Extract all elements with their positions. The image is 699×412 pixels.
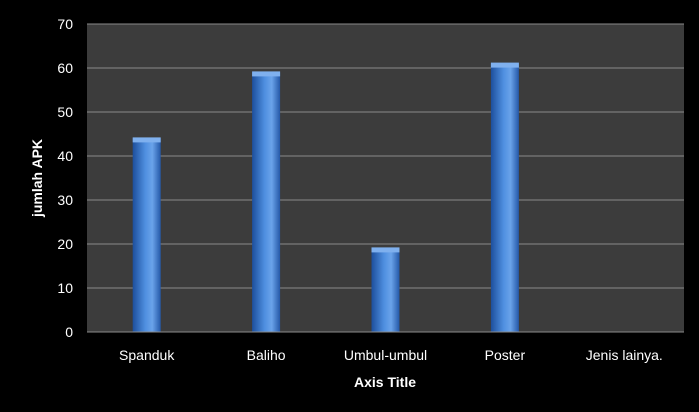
y-tick-label: 60 <box>57 60 73 76</box>
bar-baliho <box>252 71 281 333</box>
y-tick-label: 70 <box>57 16 73 32</box>
bar-spanduk <box>132 137 161 332</box>
y-tick-label: 10 <box>57 280 73 296</box>
x-axis-title: Axis Title <box>354 374 416 390</box>
x-tick-label: Poster <box>485 347 526 363</box>
x-tick-label: Umbul-umbul <box>344 347 427 363</box>
x-tick-label: Spanduk <box>119 347 175 363</box>
y-tick-label: 40 <box>57 148 73 164</box>
bar-umbul-umbul <box>371 247 400 332</box>
bars <box>132 62 519 333</box>
bar-top <box>132 137 161 143</box>
bar <box>252 72 281 333</box>
bar-top <box>252 71 281 77</box>
x-tick-labels: Spanduk Baliho Umbul-umbul Poster Jenis lain… <box>119 347 663 363</box>
y-tick-label: 50 <box>57 104 73 120</box>
gridlines <box>87 23 684 289</box>
x-tick-label: Jenis lainya. <box>586 347 663 363</box>
bar-top <box>371 247 400 253</box>
bar <box>490 63 519 332</box>
bar <box>132 138 161 332</box>
y-tick-label: 20 <box>57 236 73 252</box>
x-tick-label: Baliho <box>247 347 286 363</box>
y-tick-label: 30 <box>57 192 73 208</box>
y-axis-title: jumlah APK <box>29 139 45 218</box>
bar-poster <box>490 62 519 332</box>
bar-top <box>490 62 519 68</box>
y-tick-label: 0 <box>65 324 73 340</box>
y-tick-labels: 0 10 20 30 40 50 60 70 <box>57 16 73 340</box>
bar <box>371 248 400 332</box>
